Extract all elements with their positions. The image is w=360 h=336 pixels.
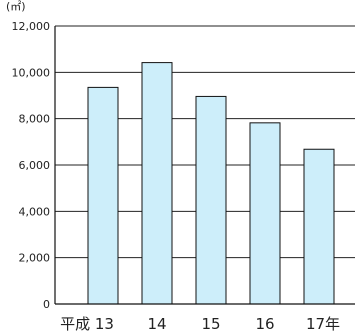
bar xyxy=(141,62,173,305)
bar xyxy=(87,86,119,305)
y-unit-label: (㎡) xyxy=(6,0,26,13)
y-tick-label: 8,000 xyxy=(19,113,51,126)
x-tick-label: 15 xyxy=(201,315,220,333)
y-tick-label: 4,000 xyxy=(19,205,51,218)
bar xyxy=(195,95,227,305)
x-tick-label: 16 xyxy=(255,315,274,333)
y-tick-labels: 0 2,000 4,000 6,000 8,000 10,000 12,000 xyxy=(12,20,51,311)
y-tick-label: 6,000 xyxy=(19,159,51,172)
bars xyxy=(87,62,335,305)
y-tick-label: 10,000 xyxy=(12,66,51,79)
x-tick-label: 17年 xyxy=(306,315,340,333)
x-tick-label: 14 xyxy=(147,315,166,333)
y-tick-label: 2,000 xyxy=(19,252,51,265)
y-tick-label: 0 xyxy=(43,298,50,311)
bar xyxy=(303,148,335,305)
x-tick-labels: 平成 13 14 15 16 17年 xyxy=(60,315,340,333)
axes xyxy=(54,26,355,305)
bar xyxy=(249,122,281,305)
y-tick-label: 12,000 xyxy=(12,20,51,33)
x-tick-label: 平成 13 xyxy=(60,315,114,333)
